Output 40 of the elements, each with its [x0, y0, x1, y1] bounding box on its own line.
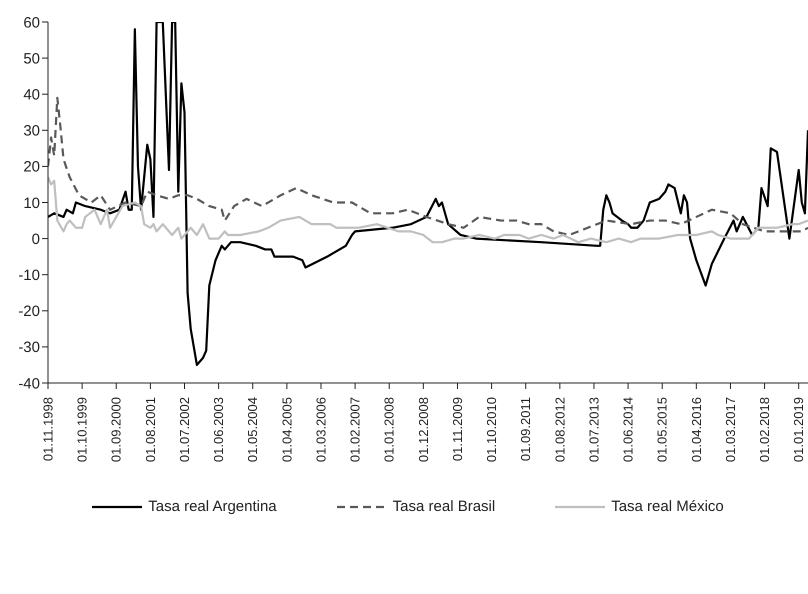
x-tick-label: 01.06.2014	[620, 397, 636, 462]
y-tick-label: 40	[23, 86, 40, 104]
y-tick-label: 60	[23, 14, 40, 32]
x-tick-label: 01.05.2004	[245, 397, 260, 462]
x-tick-label: 01.11.1998	[40, 397, 56, 462]
x-tick-label: 01.12.2008	[416, 397, 431, 462]
x-tick-label: 01.01.2008	[382, 397, 397, 462]
x-tick-label: 01.07.2013	[586, 397, 602, 462]
legend-label: Tasa real México	[611, 498, 724, 515]
x-tick-label: 01.06.2003	[211, 397, 226, 462]
x-tick-label: 01.05.2015	[654, 397, 670, 462]
x-tick-label: 01.01.2019	[791, 397, 806, 462]
x-tick-label: 01.03.2017	[722, 397, 738, 462]
y-tick-label: 20	[23, 158, 40, 176]
x-tick-label: 01.10.1999	[74, 397, 90, 462]
y-tick-label: 0	[32, 230, 40, 248]
x-tick-label: 01.07.2002	[176, 397, 192, 462]
y-tick-label: -30	[18, 339, 40, 356]
x-tick-label: 01.02.2018	[757, 397, 772, 462]
x-tick-label: 01.08.2001	[142, 397, 158, 462]
line-series	[48, 176, 808, 244]
y-tick-label: 30	[23, 122, 40, 140]
x-tick-label: 01.04.2016	[688, 397, 704, 462]
x-tick-label: 01.03.2006	[313, 397, 328, 462]
x-tick-label: 01.02.2007	[348, 397, 363, 462]
x-tick-label: 01.08.2012	[552, 397, 568, 462]
x-tick-label: 01.09.2011	[518, 397, 534, 462]
x-tick-label: 01.09.2000	[108, 397, 124, 462]
legend-label: Tasa real Argentina	[148, 498, 277, 515]
y-tick-label: 50	[23, 50, 40, 68]
line-series	[48, 22, 808, 366]
x-tick-label: 01.04.2005	[279, 397, 294, 462]
x-tick-label: 01.11.2009	[450, 397, 465, 462]
y-tick-label: 10	[23, 194, 40, 212]
y-tick-label: -40	[18, 375, 40, 392]
x-tick-label: 01.10.2010	[484, 397, 500, 462]
legend-label: Tasa real Brasil	[392, 498, 496, 515]
y-tick-label: -10	[18, 267, 40, 284]
y-tick-label: -20	[18, 303, 40, 320]
line-series	[48, 96, 808, 236]
